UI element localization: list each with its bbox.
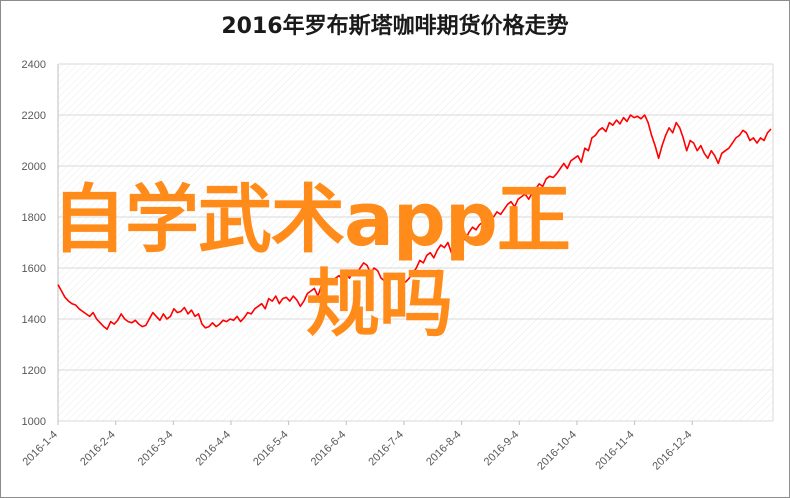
watermark-text-line-1: 自学武术app正 [52, 177, 571, 263]
x-tick-label: 2016-3-4 [136, 429, 176, 469]
y-tick-label: 2200 [22, 110, 46, 122]
x-tick-label: 2016-11-4 [593, 429, 636, 472]
y-tick-label: 2400 [22, 59, 46, 71]
chart-title: 2016年罗布斯塔咖啡期货价格走势 [221, 14, 569, 39]
y-tick-label: 1800 [22, 212, 46, 224]
y-tick-label: 1400 [22, 314, 46, 326]
y-tick-label: 1200 [22, 365, 46, 377]
y-tick-label: 1000 [22, 416, 46, 428]
watermark-text-line-2: 规吗 [306, 261, 453, 347]
x-tick-label: 2016-5-4 [251, 429, 291, 469]
price-series-line [57, 114, 772, 331]
x-tick-label: 2016-2-4 [78, 429, 118, 469]
x-tick-label: 2016-9-4 [482, 429, 522, 469]
x-tick-label: 2016-1-4 [20, 429, 60, 469]
plot-area [58, 64, 773, 421]
x-tick-label: 2016-12-4 [650, 429, 694, 473]
x-tick-label: 2016-6-4 [309, 429, 349, 469]
y-tick-label: 1600 [22, 263, 46, 275]
y-tick-label: 2000 [22, 161, 46, 173]
x-tick-label: 2016-4-4 [193, 429, 233, 469]
x-tick-label: 2016-8-4 [424, 429, 464, 469]
x-tick-label: 2016-7-4 [366, 429, 406, 469]
x-tick-label: 2016-10-4 [535, 429, 579, 473]
